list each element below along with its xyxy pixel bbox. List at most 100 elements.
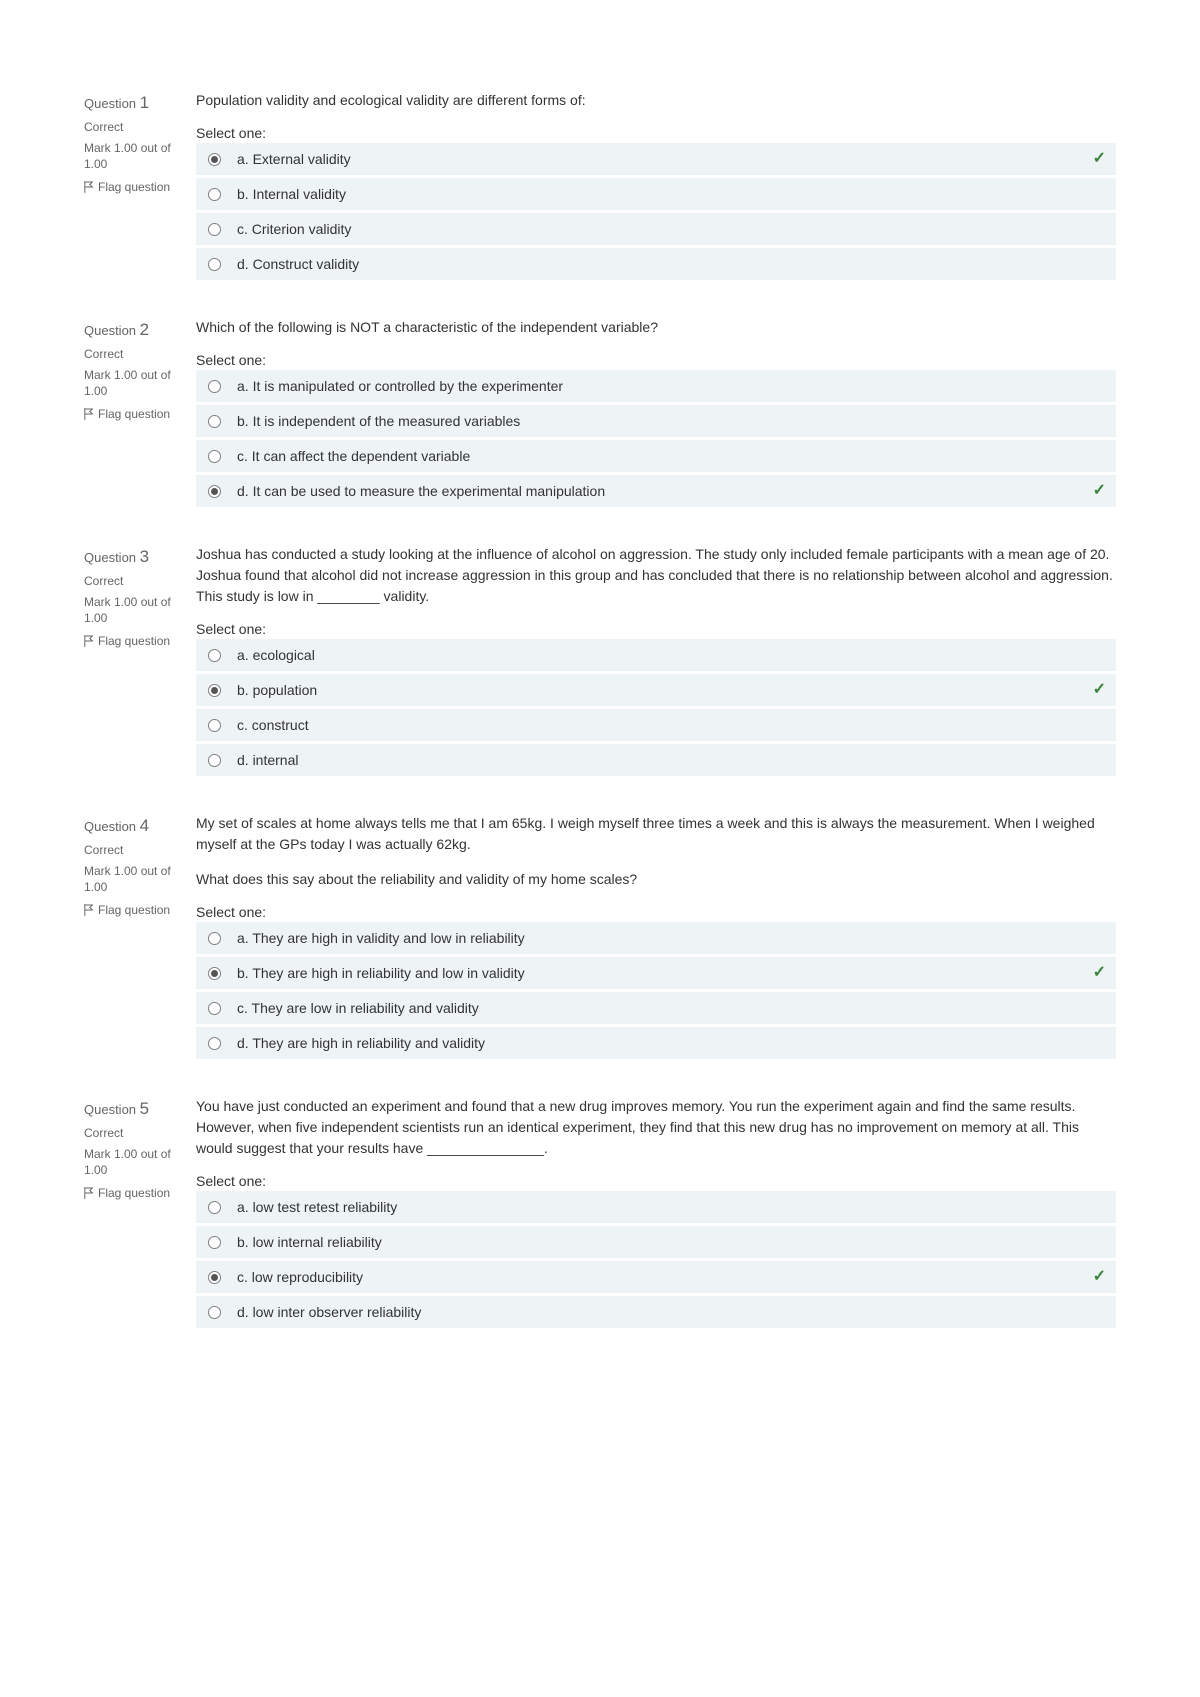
radio-button[interactable] <box>208 754 221 767</box>
option-label: d. internal <box>237 752 1106 768</box>
question-text: Population validity and ecological valid… <box>196 90 1116 111</box>
answer-option[interactable]: b. It is independent of the measured var… <box>196 405 1116 437</box>
answer-option[interactable]: c. It can affect the dependent variable <box>196 440 1116 472</box>
question-text: You have just conducted an experiment an… <box>196 1096 1116 1159</box>
question-content: My set of scales at home always tells me… <box>196 813 1116 1062</box>
option-label: a. External validity <box>237 151 1087 167</box>
question-number: 3 <box>140 547 149 566</box>
question-text: What does this say about the reliability… <box>196 869 1116 890</box>
answer-option[interactable]: b. population ✓ <box>196 674 1116 706</box>
answer-option[interactable]: a. ecological <box>196 639 1116 671</box>
radio-button[interactable] <box>208 450 221 463</box>
question-block: Question 3CorrectMark 1.00 out of 1.00Fl… <box>84 544 1116 779</box>
option-label: b. low internal reliability <box>237 1234 1106 1250</box>
option-label: c. Criterion validity <box>237 221 1106 237</box>
question-number: 2 <box>140 320 149 339</box>
flag-question-label: Flag question <box>98 178 170 196</box>
flag-icon <box>84 635 94 647</box>
check-icon: ✓ <box>1093 682 1106 698</box>
question-content: Joshua has conducted a study looking at … <box>196 544 1116 779</box>
question-content: Which of the following is NOT a characte… <box>196 317 1116 510</box>
answer-option[interactable]: d. They are high in reliability and vali… <box>196 1027 1116 1059</box>
answer-option[interactable]: c. low reproducibility ✓ <box>196 1261 1116 1293</box>
answer-option[interactable]: b. Internal validity <box>196 178 1116 210</box>
answer-option[interactable]: d. low inter observer reliability <box>196 1296 1116 1328</box>
answer-option[interactable]: d. It can be used to measure the experim… <box>196 475 1116 507</box>
question-number: 5 <box>140 1099 149 1118</box>
question-state: Correct <box>84 345 186 363</box>
radio-button[interactable] <box>208 719 221 732</box>
radio-button[interactable] <box>208 258 221 271</box>
radio-button[interactable] <box>208 415 221 428</box>
flag-question-link[interactable]: Flag question <box>84 632 170 650</box>
question-label: Question <box>84 1102 136 1117</box>
question-number: 4 <box>140 816 149 835</box>
radio-button[interactable] <box>208 380 221 393</box>
answer-options: a. They are high in validity and low in … <box>196 922 1116 1059</box>
answer-option[interactable]: b. low internal reliability <box>196 1226 1116 1258</box>
flag-question-link[interactable]: Flag question <box>84 901 170 919</box>
flag-icon <box>84 904 94 916</box>
radio-button[interactable] <box>208 1271 221 1284</box>
option-label: b. It is independent of the measured var… <box>237 413 1106 429</box>
answer-option[interactable]: d. Construct validity <box>196 248 1116 280</box>
question-info: Question 1CorrectMark 1.00 out of 1.00Fl… <box>84 90 196 198</box>
answer-option[interactable]: b. They are high in reliability and low … <box>196 957 1116 989</box>
radio-button[interactable] <box>208 1002 221 1015</box>
flag-question-link[interactable]: Flag question <box>84 178 170 196</box>
answer-option[interactable]: c. construct <box>196 709 1116 741</box>
radio-button[interactable] <box>208 1037 221 1050</box>
answer-options: a. ecological b. population ✓ c. construct d… <box>196 639 1116 776</box>
answer-option[interactable]: c. Criterion validity <box>196 213 1116 245</box>
answer-options: a. low test retest reliability b. low int… <box>196 1191 1116 1328</box>
flag-question-link[interactable]: Flag question <box>84 405 170 423</box>
flag-question-label: Flag question <box>98 1184 170 1202</box>
select-one-prompt: Select one: <box>196 352 1116 368</box>
answer-option[interactable]: a. It is manipulated or controlled by th… <box>196 370 1116 402</box>
question-label: Question <box>84 550 136 565</box>
question-number-line: Question 4 <box>84 813 186 839</box>
question-content: Population validity and ecological valid… <box>196 90 1116 283</box>
radio-button[interactable] <box>208 485 221 498</box>
flag-icon <box>84 181 94 193</box>
question-info: Question 3CorrectMark 1.00 out of 1.00Fl… <box>84 544 196 652</box>
radio-button[interactable] <box>208 932 221 945</box>
answer-options: a. It is manipulated or controlled by th… <box>196 370 1116 507</box>
radio-button[interactable] <box>208 1306 221 1319</box>
select-one-prompt: Select one: <box>196 621 1116 637</box>
radio-button[interactable] <box>208 188 221 201</box>
answer-option[interactable]: d. internal <box>196 744 1116 776</box>
question-info: Question 5CorrectMark 1.00 out of 1.00Fl… <box>84 1096 196 1204</box>
question-number-line: Question 3 <box>84 544 186 570</box>
question-state: Correct <box>84 118 186 136</box>
option-label: b. population <box>237 682 1087 698</box>
flag-question-link[interactable]: Flag question <box>84 1184 170 1202</box>
answer-option[interactable]: a. They are high in validity and low in … <box>196 922 1116 954</box>
question-text: My set of scales at home always tells me… <box>196 813 1116 855</box>
check-icon: ✓ <box>1093 1269 1106 1285</box>
option-label: b. Internal validity <box>237 186 1106 202</box>
radio-button[interactable] <box>208 1236 221 1249</box>
question-number-line: Question 5 <box>84 1096 186 1122</box>
flag-icon <box>84 408 94 420</box>
answer-option[interactable]: c. They are low in reliability and valid… <box>196 992 1116 1024</box>
radio-button[interactable] <box>208 1201 221 1214</box>
option-label: c. They are low in reliability and valid… <box>237 1000 1106 1016</box>
question-block: Question 5CorrectMark 1.00 out of 1.00Fl… <box>84 1096 1116 1331</box>
radio-button[interactable] <box>208 684 221 697</box>
answer-option[interactable]: a. External validity ✓ <box>196 143 1116 175</box>
option-label: c. low reproducibility <box>237 1269 1087 1285</box>
question-info: Question 4CorrectMark 1.00 out of 1.00Fl… <box>84 813 196 921</box>
option-label: a. They are high in validity and low in … <box>237 930 1106 946</box>
question-state: Correct <box>84 572 186 590</box>
check-icon: ✓ <box>1093 151 1106 167</box>
radio-button[interactable] <box>208 153 221 166</box>
question-block: Question 1CorrectMark 1.00 out of 1.00Fl… <box>84 90 1116 283</box>
radio-button[interactable] <box>208 223 221 236</box>
answer-option[interactable]: a. low test retest reliability <box>196 1191 1116 1223</box>
question-grade: Mark 1.00 out of 1.00 <box>84 140 186 172</box>
radio-button[interactable] <box>208 967 221 980</box>
option-label: a. ecological <box>237 647 1106 663</box>
radio-button[interactable] <box>208 649 221 662</box>
question-grade: Mark 1.00 out of 1.00 <box>84 367 186 399</box>
